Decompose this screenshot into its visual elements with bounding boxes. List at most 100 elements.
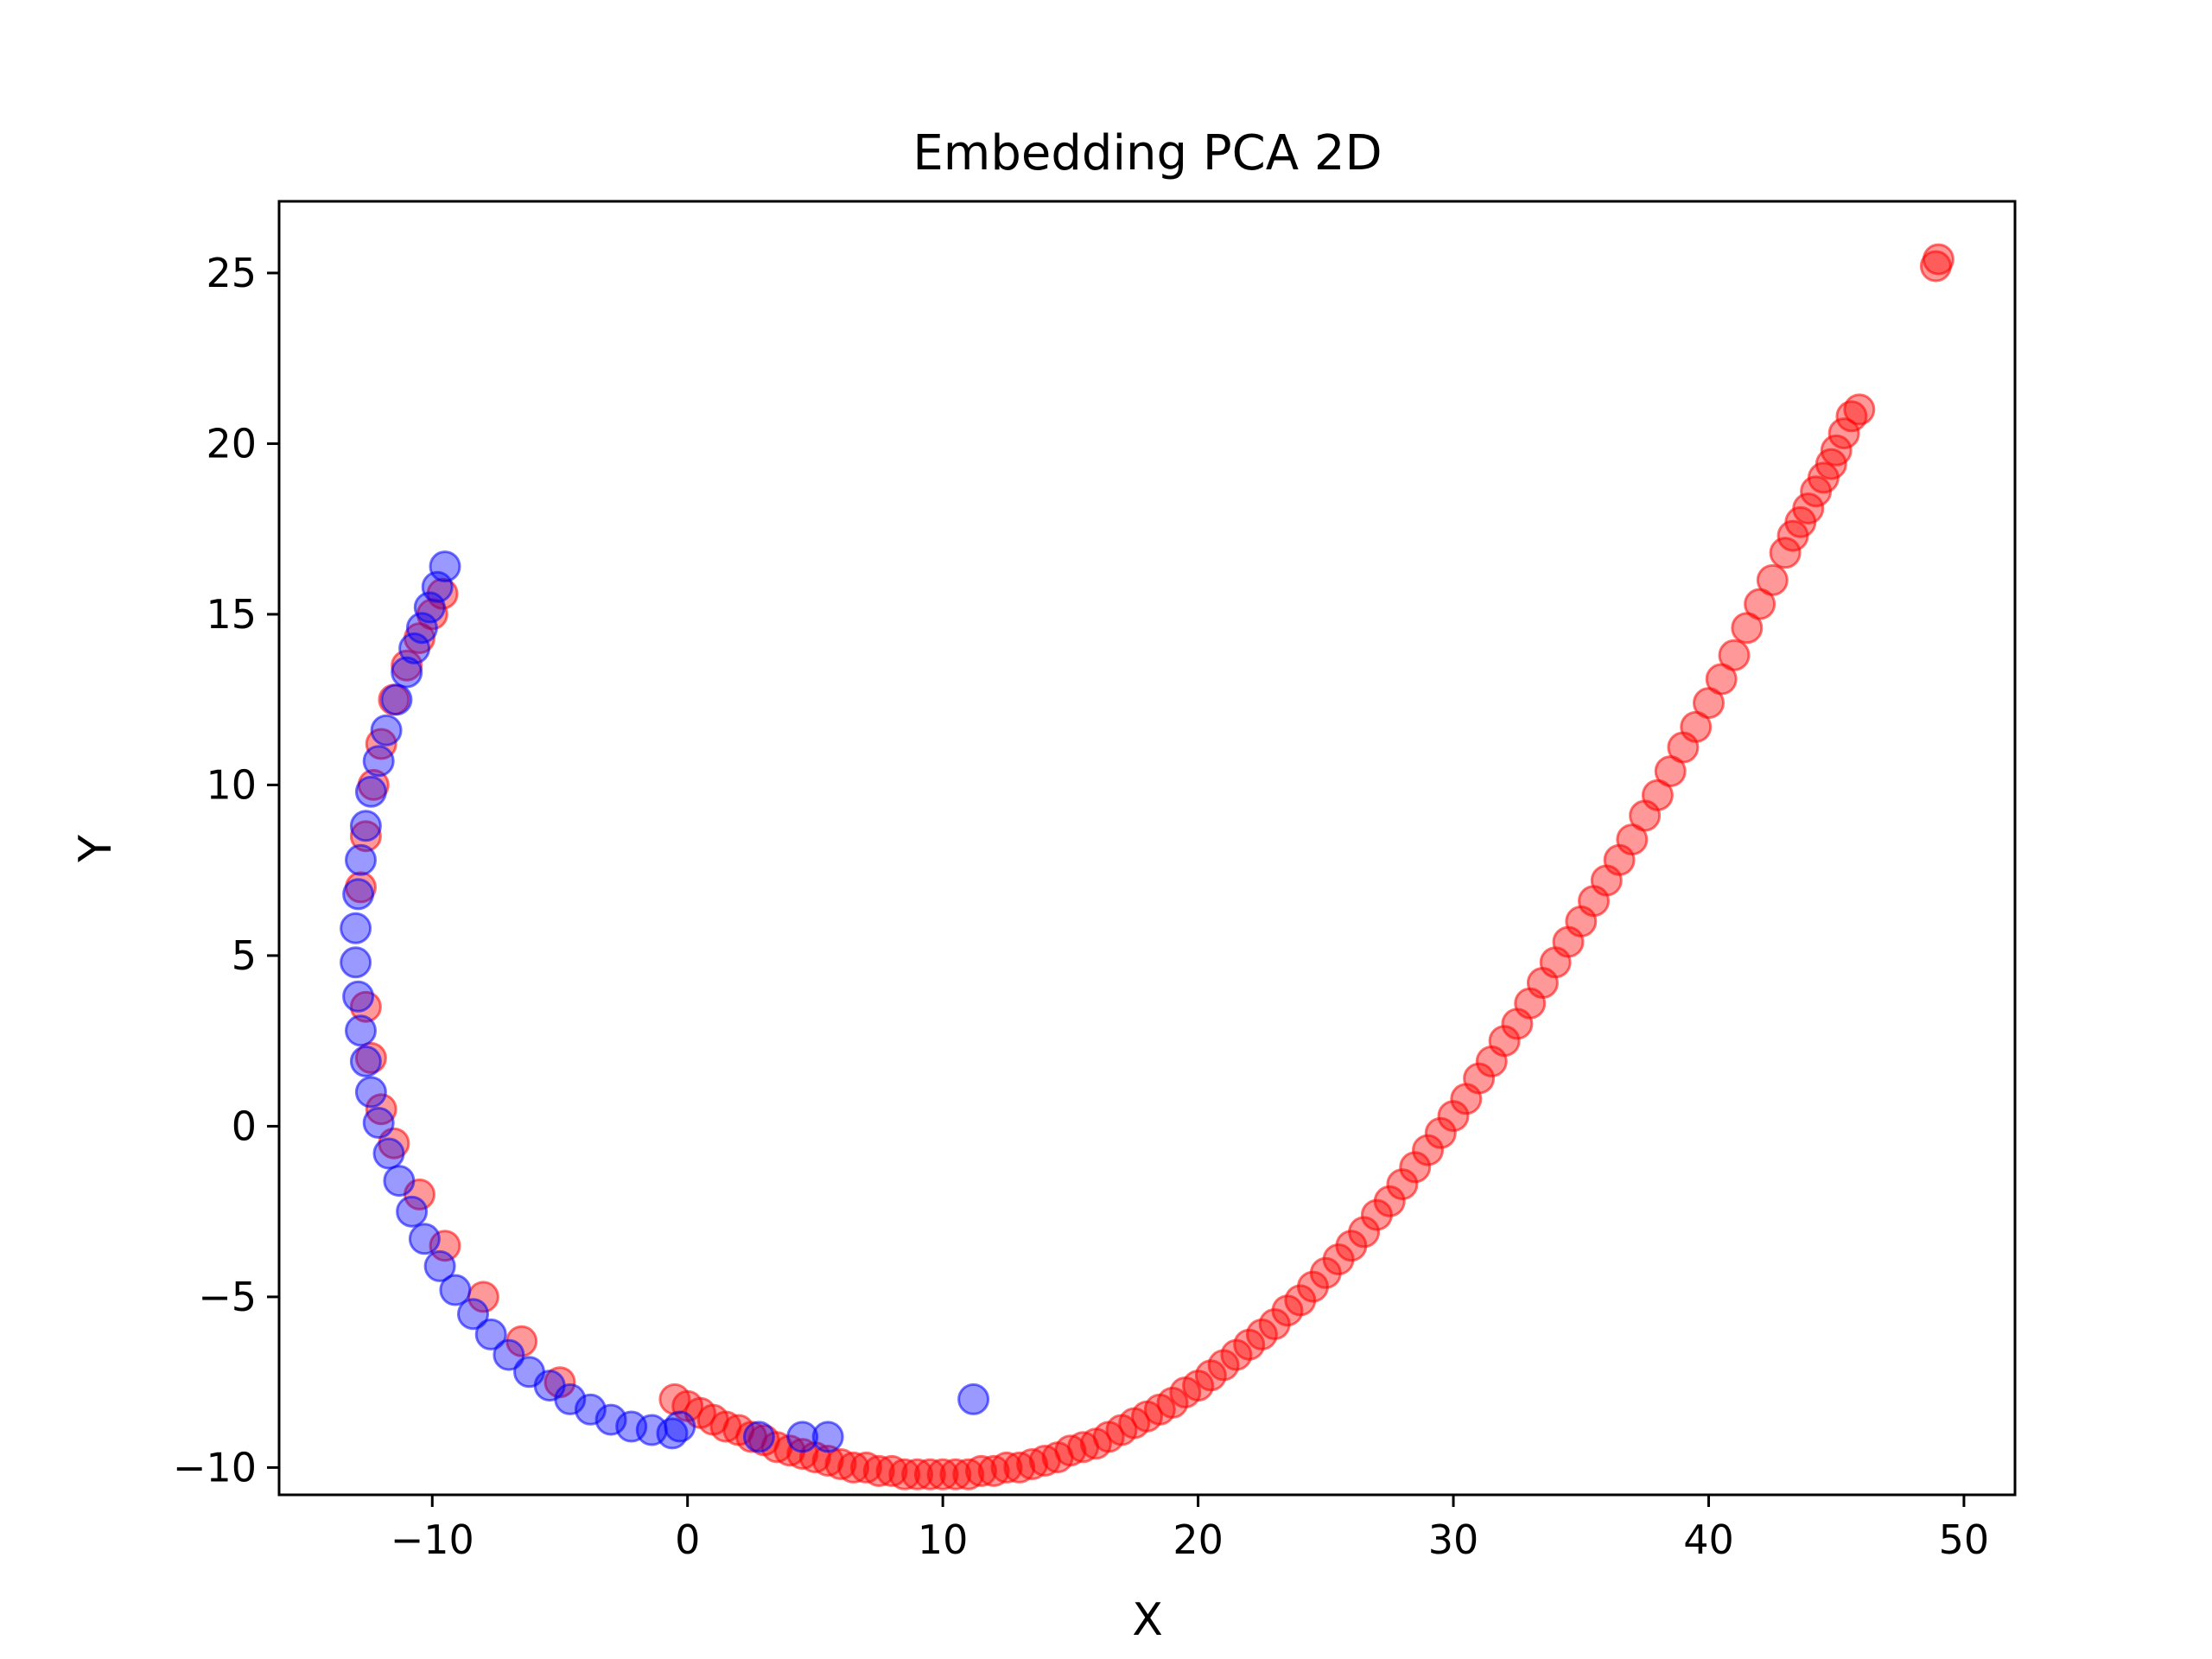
data-point-s1-14 [340, 946, 372, 979]
data-point-s0-107 [354, 1041, 387, 1074]
data-point-s0-83 [862, 1454, 895, 1487]
data-point-s1-27 [474, 1318, 507, 1351]
x-tick-label: 0 [675, 1516, 700, 1563]
data-point-s0-33 [1501, 1007, 1534, 1040]
data-point-s1-4 [398, 632, 431, 664]
data-point-s0-86 [824, 1448, 857, 1480]
data-point-s0-44 [1360, 1198, 1393, 1231]
y-tick-label: 15 [206, 591, 257, 638]
data-point-s0-85 [837, 1451, 870, 1484]
x-axis-label: X [1132, 1594, 1163, 1646]
data-point-s1-22 [396, 1195, 429, 1228]
data-point-s1-40 [811, 1421, 844, 1453]
data-point-s0-1 [1919, 250, 1952, 283]
data-point-s0-71 [1016, 1448, 1049, 1480]
data-point-s1-3 [405, 612, 438, 645]
data-point-s1-8 [362, 745, 395, 778]
data-point-s1-17 [349, 1045, 382, 1077]
data-point-s0-99 [658, 1382, 691, 1415]
data-point-s0-89 [786, 1438, 819, 1471]
data-point-s1-38 [742, 1421, 775, 1453]
data-point-s1-41 [957, 1382, 990, 1415]
data-point-s0-75 [965, 1454, 997, 1487]
data-point-s0-11 [1777, 519, 1809, 552]
data-point-s1-11 [345, 843, 377, 876]
data-point-s1-20 [372, 1137, 405, 1170]
x-tick-label: 20 [1173, 1516, 1224, 1563]
data-point-s1-5 [391, 656, 423, 689]
data-point-s0-76 [952, 1458, 985, 1491]
data-point-s1-2 [413, 591, 446, 624]
points-layer [340, 243, 1955, 1491]
data-point-s1-24 [423, 1249, 456, 1282]
data-point-s1-7 [370, 714, 403, 747]
data-point-s1-26 [457, 1298, 489, 1331]
data-point-s0-82 [875, 1454, 908, 1487]
data-point-s0-110 [349, 820, 382, 853]
data-point-s0-79 [913, 1458, 946, 1491]
data-point-s1-15 [342, 980, 375, 1013]
data-point-s0-87 [811, 1445, 844, 1477]
data-point-s0-12 [1769, 537, 1802, 569]
data-point-s0-41 [1399, 1151, 1432, 1184]
chart-title: Embedding PCA 2D [912, 125, 1382, 181]
data-point-s0-81 [888, 1458, 921, 1491]
data-point-s0-77 [939, 1458, 972, 1491]
y-tick-label: 0 [232, 1103, 257, 1149]
data-point-s1-39 [786, 1421, 819, 1453]
data-point-s1-6 [380, 683, 413, 716]
data-point-s0-84 [850, 1451, 882, 1484]
data-point-s1-33 [594, 1403, 627, 1436]
data-point-s0-74 [977, 1454, 1010, 1487]
data-point-s0-69 [1041, 1441, 1074, 1474]
data-point-s0-80 [901, 1458, 934, 1491]
data-point-s0-35 [1475, 1045, 1508, 1077]
data-point-s0-4 [1827, 417, 1860, 450]
data-point-s0-37 [1450, 1083, 1483, 1116]
data-point-s1-9 [354, 775, 387, 808]
x-tick-label: −10 [391, 1516, 474, 1563]
y-tick-label: 5 [232, 932, 257, 979]
data-point-s0-70 [1028, 1445, 1061, 1477]
y-tick-label: 20 [206, 420, 257, 467]
data-point-s0-8 [1800, 475, 1833, 508]
data-point-s0-73 [990, 1451, 1023, 1484]
data-point-s1-21 [383, 1165, 416, 1198]
data-point-s1-1 [421, 570, 454, 603]
data-point-s0-78 [926, 1458, 959, 1491]
data-point-s1-0 [429, 550, 461, 583]
data-point-s0-66 [1079, 1427, 1112, 1460]
data-point-s0-38 [1437, 1100, 1470, 1133]
plot-frame [277, 200, 2017, 1497]
data-point-s1-16 [345, 1014, 377, 1047]
y-tick-label: 25 [206, 250, 257, 296]
data-point-s1-23 [408, 1223, 441, 1255]
y-axis: −10 −5 0 5 10 15 20 25 [173, 250, 279, 1491]
data-point-s0-15 [1731, 612, 1764, 645]
data-point-s1-18 [354, 1076, 387, 1109]
x-tick-label: 40 [1683, 1516, 1734, 1563]
y-axis-label: Y [70, 835, 122, 863]
data-point-s0-103 [429, 1230, 461, 1262]
x-tick-label: 10 [918, 1516, 969, 1563]
data-point-s1-28 [493, 1338, 525, 1371]
y-tick-label: −10 [173, 1444, 257, 1491]
data-point-s1-31 [554, 1382, 587, 1415]
data-point-s0-3 [1835, 400, 1868, 433]
x-axis: −10 0 10 20 30 40 50 [391, 1495, 1989, 1563]
y-tick-label: 10 [206, 761, 257, 808]
data-point-s0-72 [1003, 1451, 1036, 1484]
data-point-s0-40 [1412, 1134, 1444, 1166]
data-point-s1-25 [439, 1274, 472, 1306]
data-point-s1-13 [340, 912, 372, 944]
y-tick-label: −5 [198, 1274, 257, 1320]
data-point-s0-42 [1386, 1168, 1419, 1201]
data-point-s1-19 [362, 1107, 395, 1139]
x-tick-label: 50 [1939, 1516, 1990, 1563]
data-point-s1-12 [342, 878, 375, 911]
data-point-s1-37 [664, 1410, 696, 1443]
data-point-s0-39 [1424, 1116, 1457, 1149]
x-tick-label: 30 [1428, 1516, 1479, 1563]
